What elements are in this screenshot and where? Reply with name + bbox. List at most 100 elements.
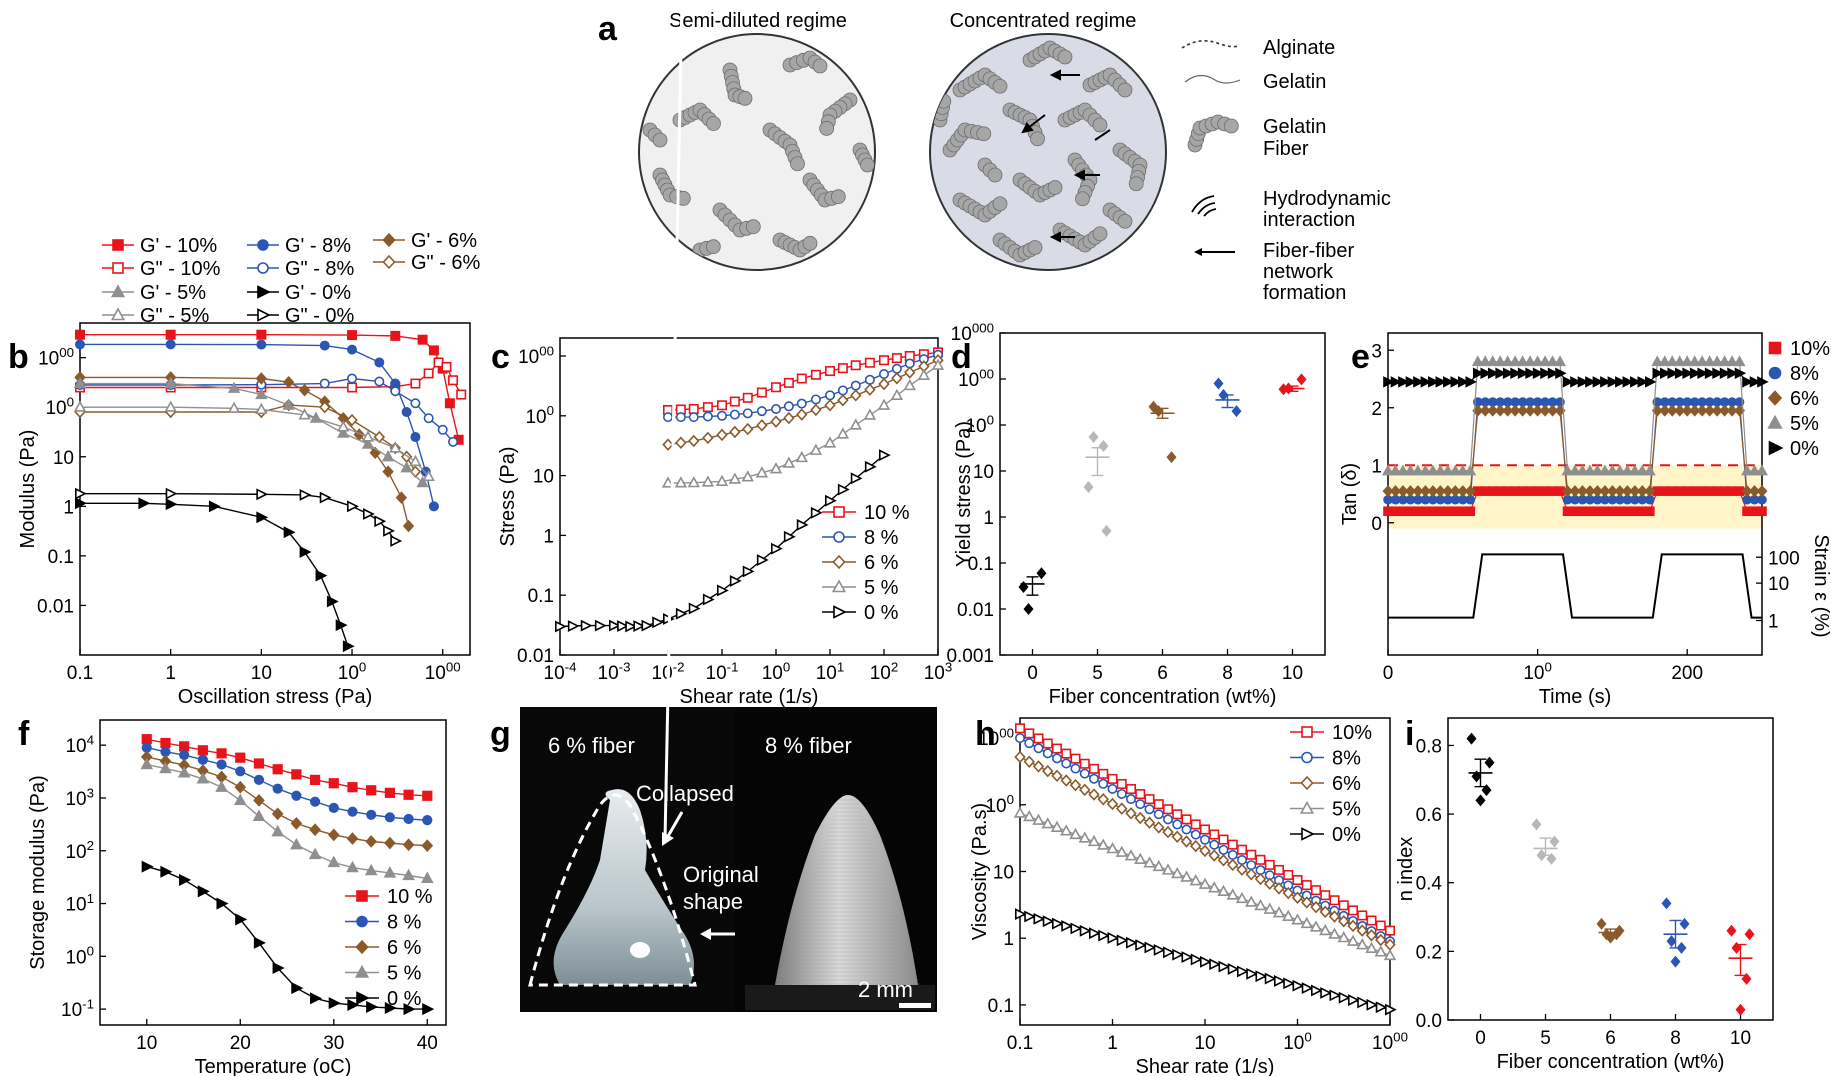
data-point <box>1172 819 1183 830</box>
data-point <box>423 413 434 424</box>
data-point <box>208 500 221 513</box>
legend-marker <box>110 307 126 321</box>
data-point <box>702 431 714 445</box>
data-point <box>1442 485 1454 498</box>
data-point <box>456 389 467 400</box>
series-0- <box>1014 908 1397 1016</box>
x-axis-label: Oscillation stress (Pa) <box>178 686 373 708</box>
data-point <box>309 774 321 785</box>
photo-panel: 6 % fiber 8 % fiber Collapsed Original s… <box>520 0 937 1012</box>
data-point <box>608 619 621 632</box>
y-tick-label: 104 <box>65 733 94 758</box>
data-point <box>1060 824 1073 836</box>
data-point <box>1190 839 1202 853</box>
gelatin-fiber <box>1187 114 1239 153</box>
series-line <box>146 738 428 797</box>
data-point <box>421 871 434 884</box>
data-point <box>290 817 303 830</box>
data-point <box>1531 355 1544 367</box>
data-point <box>1494 355 1507 367</box>
data-point <box>1757 506 1767 517</box>
fiber-segment <box>675 190 691 206</box>
data-point <box>809 443 823 455</box>
data-point <box>1200 824 1211 835</box>
x-tick-label: 0 <box>1475 1028 1486 1049</box>
data-point <box>688 434 700 448</box>
original-shape-outline <box>528 793 697 987</box>
data-point <box>437 424 448 435</box>
data-point <box>1172 809 1183 820</box>
panel-letter-b: b <box>8 338 29 376</box>
data-point <box>1013 806 1027 818</box>
data-point <box>374 515 387 528</box>
data-point <box>403 1003 416 1016</box>
series-line <box>80 343 435 507</box>
data-point <box>849 418 862 430</box>
legend-marker <box>1299 800 1315 814</box>
legend-marker <box>1768 440 1784 456</box>
data-point <box>1577 376 1590 388</box>
schematic-panel: a Semi-diluted regime Concentrated regim… <box>598 10 1391 304</box>
x-tick-label: 10-4 <box>544 659 577 684</box>
data-point <box>1153 799 1164 810</box>
series-line <box>80 406 430 477</box>
data-point <box>783 377 794 388</box>
data-point <box>1383 376 1395 388</box>
data-point <box>160 865 173 878</box>
legend-label: 6 % <box>864 552 899 574</box>
series-g-5- <box>73 376 429 488</box>
data-point <box>1375 933 1387 947</box>
strain-trace <box>1388 553 1762 619</box>
data-point <box>810 394 821 405</box>
data-point <box>1600 376 1612 388</box>
legend-network-1: Fiber-fiber <box>1263 240 1354 262</box>
plot-frame <box>999 332 1326 656</box>
y2-axis-label: Strain ε (%) <box>1810 534 1831 637</box>
data-point <box>1465 506 1476 517</box>
data-point <box>1481 784 1492 797</box>
data-point <box>1023 603 1034 615</box>
panel-letter-f: f <box>18 715 30 753</box>
data-point <box>400 461 413 473</box>
chart-b-modulus: 0.1 1 10 100 1000 0.01 0.1 1 10 100 1000 Oscillatio… <box>17 230 481 708</box>
data-point <box>1397 464 1409 476</box>
legend-label: G" - 6% <box>411 252 481 274</box>
data-point <box>729 396 740 407</box>
legend-label: 8 % <box>864 527 899 549</box>
data-point <box>1144 804 1155 815</box>
data-point <box>165 487 178 500</box>
data-point <box>366 785 377 796</box>
y-tick-label: 0.1 <box>988 996 1014 1017</box>
series-line <box>146 865 428 1010</box>
data-point <box>850 389 862 402</box>
data-point <box>1547 367 1560 379</box>
data-point <box>1679 917 1690 930</box>
data-point <box>327 828 340 842</box>
x-axis-label: Shear rate (1/s) <box>1136 1056 1275 1076</box>
y-tick-label: 10 <box>533 467 554 488</box>
gelatin-fiber <box>852 142 875 173</box>
legend-label: 0 % <box>387 988 422 1010</box>
data-point <box>179 873 192 886</box>
data-point <box>1060 774 1072 787</box>
data-point <box>309 823 321 837</box>
data-point <box>410 432 421 443</box>
legend-label: G' - 0% <box>285 282 351 304</box>
data-point <box>1674 367 1687 379</box>
data-point <box>617 620 629 632</box>
x-tick-label: 10 <box>1730 1028 1751 1049</box>
panel-letter-c: c <box>491 338 510 376</box>
data-point <box>197 745 208 756</box>
y-tick-label: 102 <box>65 838 94 863</box>
data-point <box>272 764 283 775</box>
data-point <box>1744 928 1755 941</box>
data-point <box>810 403 822 417</box>
data-point <box>1181 814 1192 825</box>
data-point <box>1670 955 1681 968</box>
data-point <box>1356 924 1368 937</box>
x-tick-label: 0.1 <box>1007 1033 1033 1054</box>
data-point <box>1189 874 1202 886</box>
data-point <box>1033 912 1046 925</box>
data-point <box>1464 464 1477 476</box>
data-point <box>864 383 876 396</box>
